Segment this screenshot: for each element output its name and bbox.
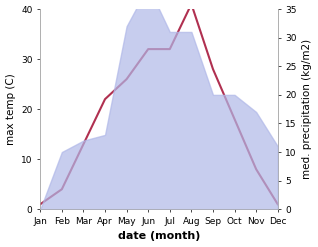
X-axis label: date (month): date (month)	[118, 231, 200, 242]
Y-axis label: med. precipitation (kg/m2): med. precipitation (kg/m2)	[302, 39, 313, 179]
Y-axis label: max temp (C): max temp (C)	[5, 73, 16, 145]
